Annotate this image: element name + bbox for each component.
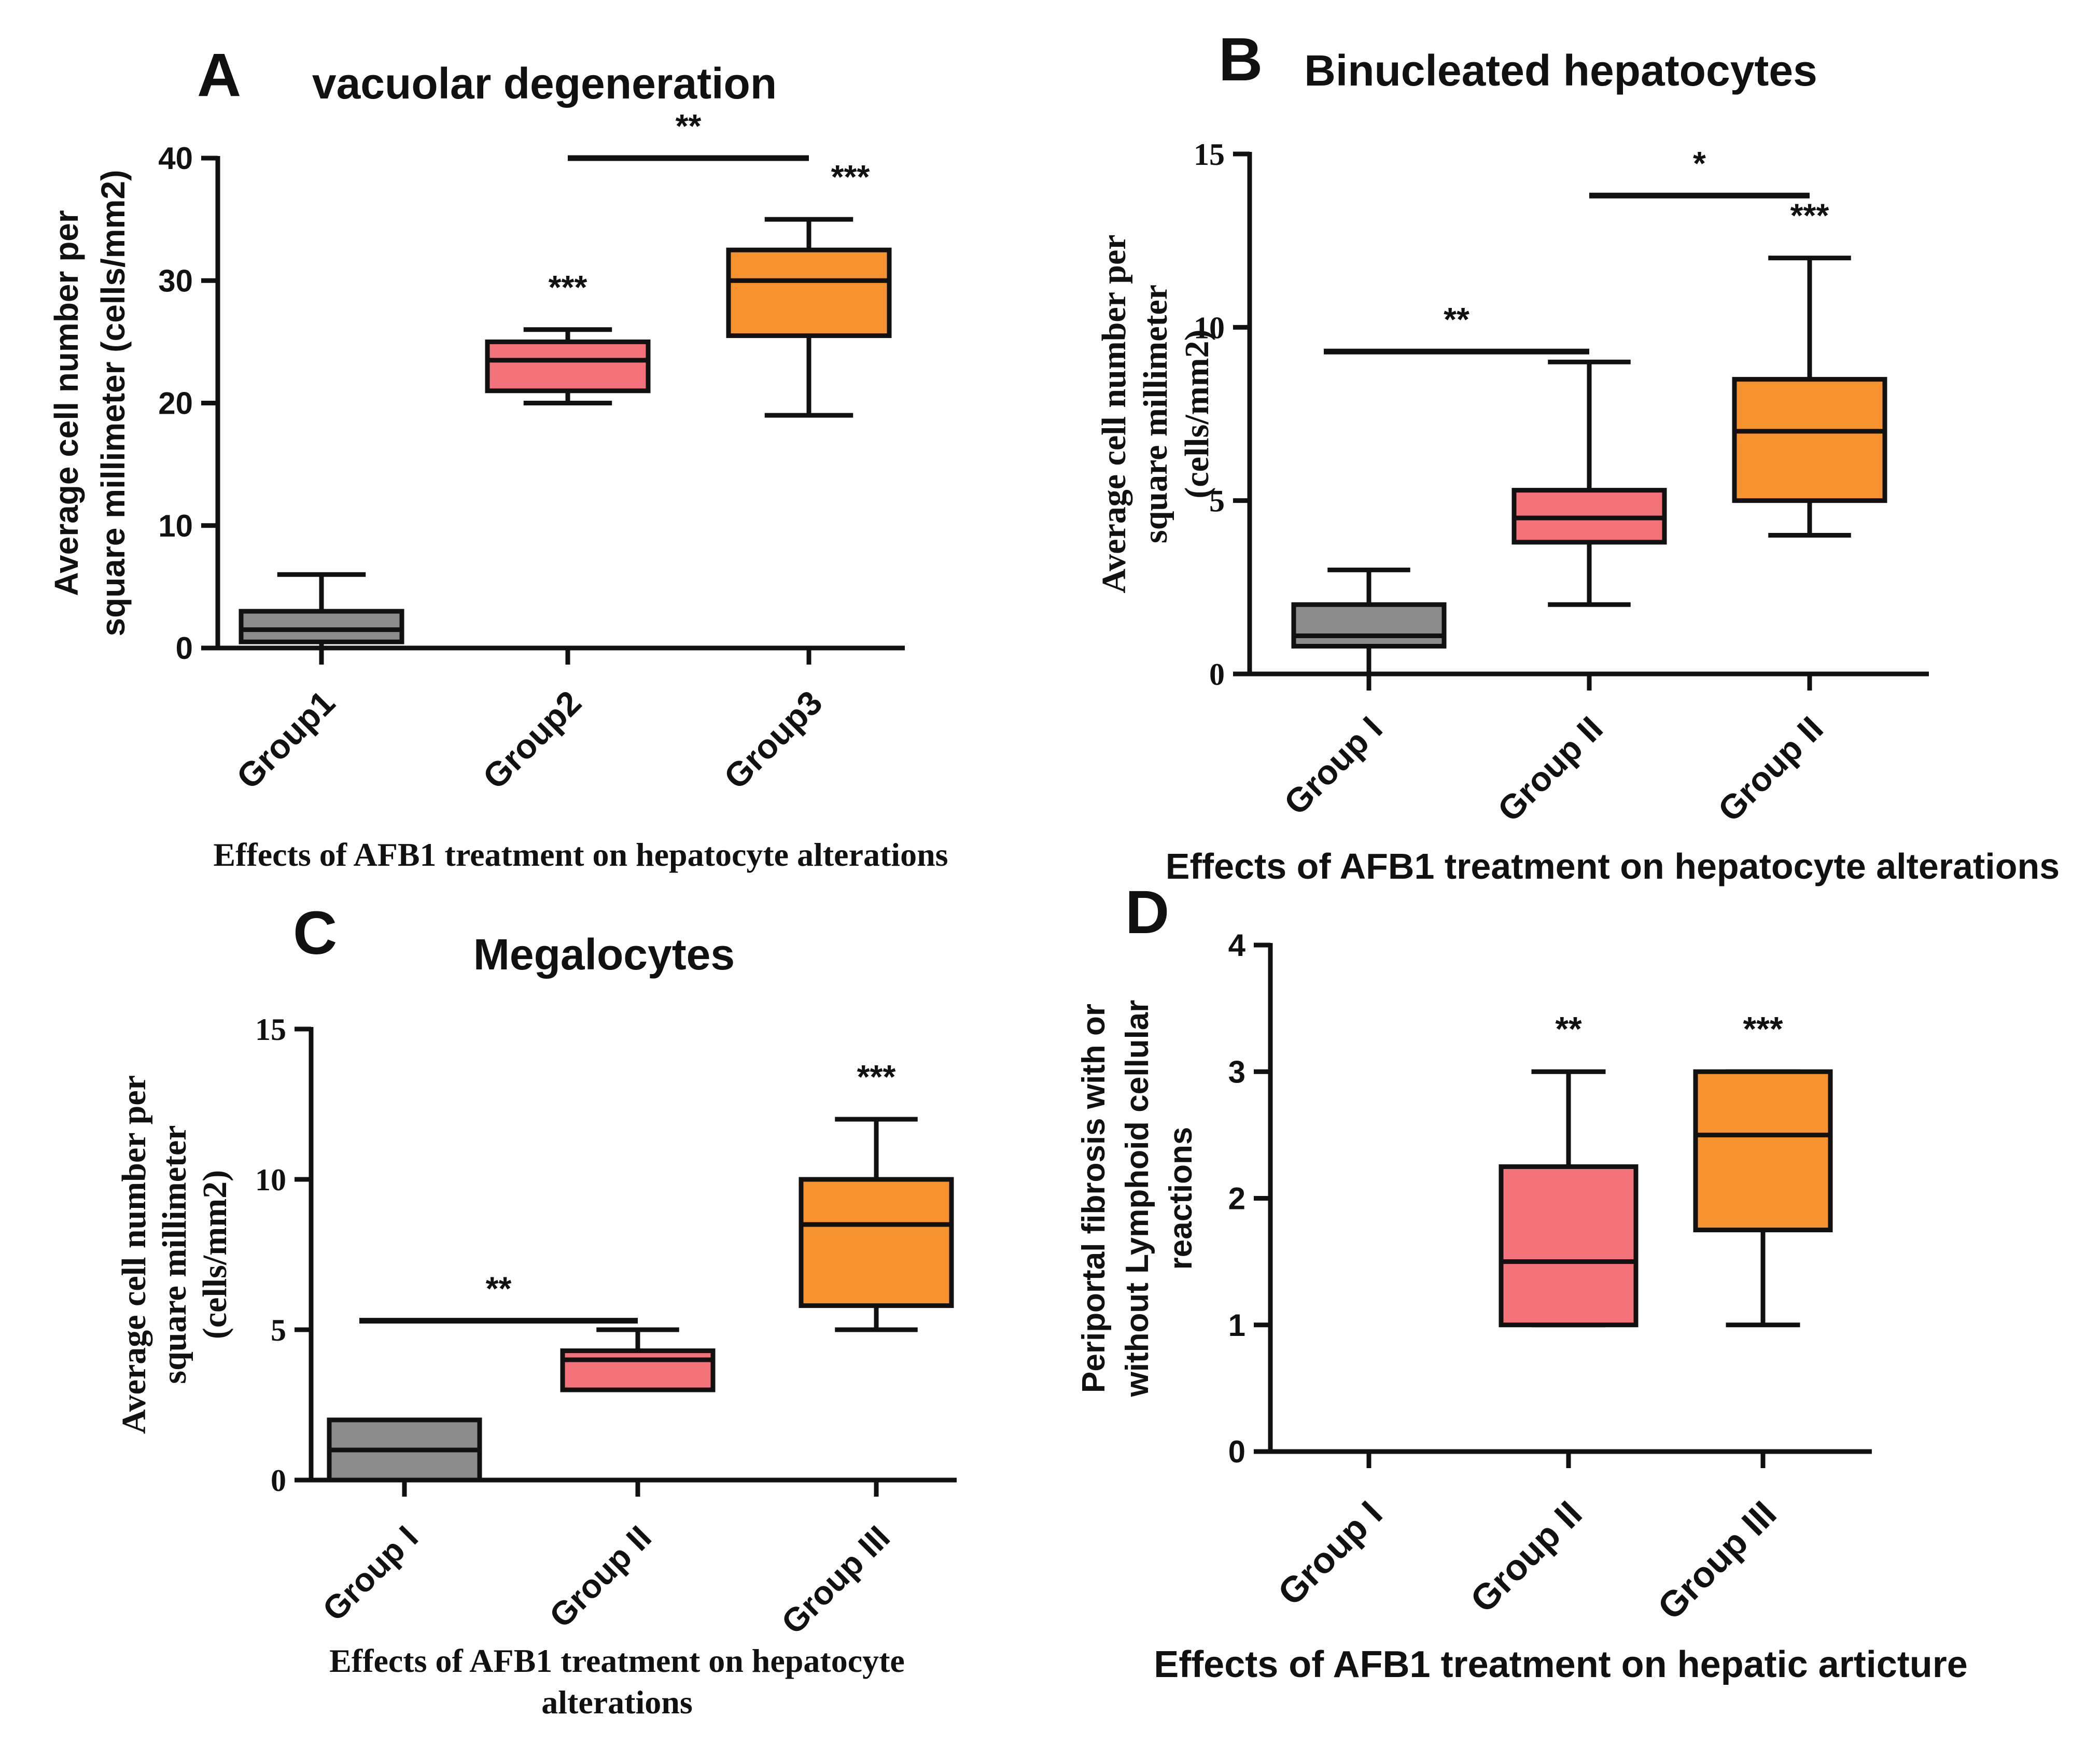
y-tick-label: 0 xyxy=(176,631,193,666)
panel-letter: C xyxy=(293,899,337,967)
box-iqr xyxy=(239,609,404,644)
y-tick-label: 4 xyxy=(1228,928,1246,963)
y-tick-label: 15 xyxy=(255,1012,286,1047)
y-tick-label: 0 xyxy=(1228,1434,1245,1469)
y-tick-label: 3 xyxy=(1228,1054,1245,1089)
y-axis-label: Average cell number per xyxy=(1095,234,1133,593)
chart-title: Binucleated hepatocytes xyxy=(1304,46,1817,95)
panel-letter: A xyxy=(197,41,241,109)
y-axis-label: square millimeter (cells/mm2) xyxy=(94,170,132,637)
y-axis-label: square millimeter xyxy=(156,1125,193,1384)
box-iqr xyxy=(1693,1069,1833,1233)
x-axis-label: Effects of AFB1 treatment on hepatocyte xyxy=(329,1642,905,1679)
significance-bracket-label: * xyxy=(1693,145,1706,182)
significance-bracket-label: ** xyxy=(486,1270,512,1307)
y-tick-label: 1 xyxy=(1228,1308,1245,1343)
significance-bracket-label: ** xyxy=(1444,301,1469,338)
box-iqr xyxy=(726,247,892,339)
significance-stars: *** xyxy=(857,1058,896,1095)
y-axis-label: (cells/mm2) xyxy=(196,1170,234,1339)
y-tick-label: 30 xyxy=(158,263,193,298)
y-tick-label: 5 xyxy=(271,1313,286,1347)
panel-letter: B xyxy=(1219,25,1263,94)
x-axis-label: alterations xyxy=(541,1684,693,1721)
y-tick-label: 15 xyxy=(1194,137,1225,172)
chart-title: vacuolar degeneration xyxy=(312,59,777,108)
x-axis-label: Effects of AFB1 treatment on hepatocyte … xyxy=(213,836,948,873)
y-axis-label: square millimeter xyxy=(1137,285,1174,543)
y-axis-label: without Lymphoid cellular xyxy=(1119,1000,1155,1398)
significance-stars: *** xyxy=(1790,197,1829,234)
x-axis-label: Effects of AFB1 treatment on hepatic art… xyxy=(1154,1644,1968,1685)
y-tick-label: 0 xyxy=(271,1463,286,1498)
significance-stars: ** xyxy=(1555,1009,1582,1048)
y-tick-label: 2 xyxy=(1228,1181,1245,1216)
x-axis-label: Effects of AFB1 treatment on hepatocyte … xyxy=(1166,846,2060,886)
box-iqr xyxy=(799,1177,954,1308)
box-iqr xyxy=(485,339,651,393)
significance-stars: *** xyxy=(549,269,587,306)
y-tick-label: 20 xyxy=(158,386,193,421)
significance-stars: *** xyxy=(831,158,870,195)
box-iqr xyxy=(560,1348,716,1392)
y-tick-label: 0 xyxy=(1209,657,1225,692)
box-iqr xyxy=(1291,602,1447,649)
box-iqr xyxy=(1499,1164,1639,1328)
y-axis-label: Average cell number per xyxy=(115,1075,153,1434)
box-iqr xyxy=(1732,377,1887,503)
y-tick-label: 40 xyxy=(158,141,193,176)
y-axis-label: Average cell number per xyxy=(48,210,85,596)
y-axis-label: reactions xyxy=(1163,1127,1199,1270)
y-tick-label: 5 xyxy=(1209,484,1225,518)
panel-letter: D xyxy=(1125,878,1169,947)
y-tick-label: 10 xyxy=(158,509,193,543)
y-axis-label: Periportal fibrosis with or xyxy=(1076,1004,1112,1393)
y-axis-label: (cells/mm2) xyxy=(1178,329,1216,498)
significance-bracket-label: ** xyxy=(676,107,702,145)
significance-stars: *** xyxy=(1743,1009,1783,1048)
y-tick-label: 10 xyxy=(1194,311,1225,345)
chart-title: Megalocytes xyxy=(473,930,735,979)
y-tick-label: 10 xyxy=(255,1163,286,1197)
